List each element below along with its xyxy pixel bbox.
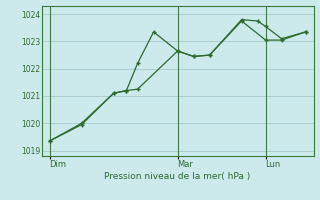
- X-axis label: Pression niveau de la mer( hPa ): Pression niveau de la mer( hPa ): [104, 172, 251, 181]
